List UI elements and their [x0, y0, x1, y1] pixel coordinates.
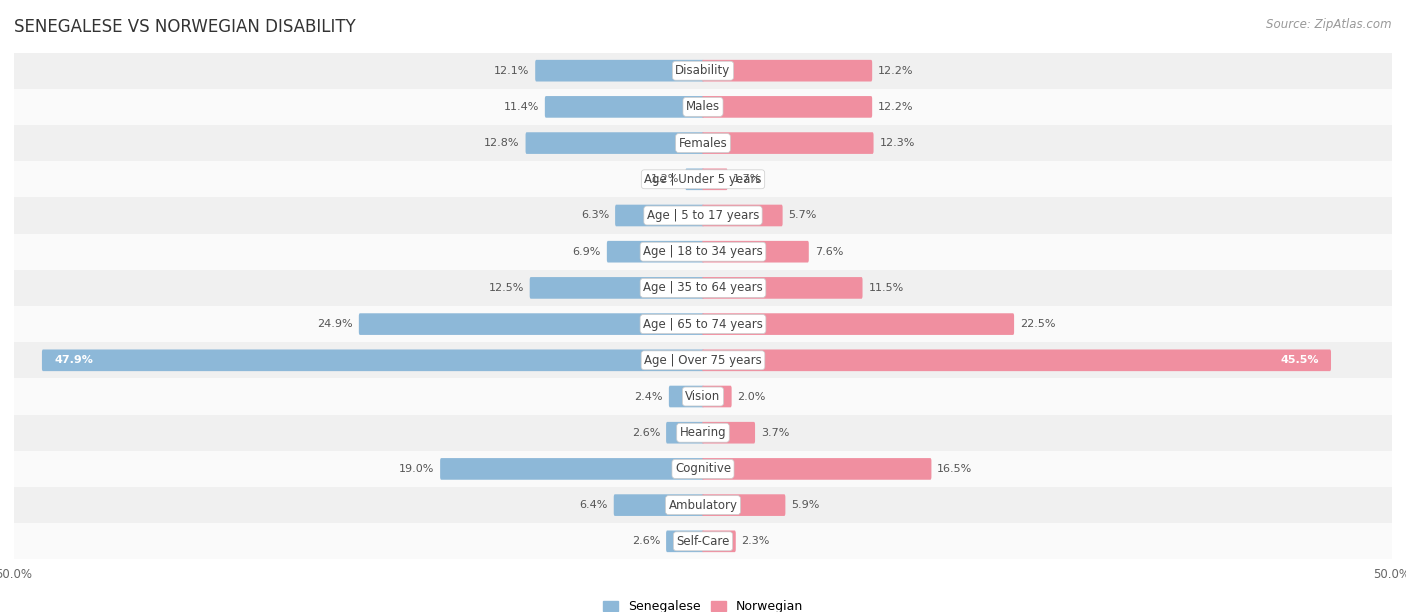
Text: 12.2%: 12.2% [877, 65, 914, 76]
Text: Age | Under 5 years: Age | Under 5 years [644, 173, 762, 186]
Text: Age | 35 to 64 years: Age | 35 to 64 years [643, 282, 763, 294]
FancyBboxPatch shape [14, 451, 1392, 487]
FancyBboxPatch shape [14, 270, 1392, 306]
FancyBboxPatch shape [14, 414, 1392, 451]
Text: 11.4%: 11.4% [503, 102, 538, 112]
Text: 7.6%: 7.6% [814, 247, 844, 256]
FancyBboxPatch shape [702, 96, 872, 118]
FancyBboxPatch shape [666, 531, 704, 552]
Text: Vision: Vision [685, 390, 721, 403]
FancyBboxPatch shape [702, 531, 735, 552]
Text: 16.5%: 16.5% [938, 464, 973, 474]
FancyBboxPatch shape [14, 487, 1392, 523]
Text: 24.9%: 24.9% [318, 319, 353, 329]
Text: Cognitive: Cognitive [675, 463, 731, 476]
Text: Age | Over 75 years: Age | Over 75 years [644, 354, 762, 367]
Text: Disability: Disability [675, 64, 731, 77]
Text: 2.4%: 2.4% [634, 392, 664, 401]
FancyBboxPatch shape [702, 241, 808, 263]
Text: 6.9%: 6.9% [572, 247, 600, 256]
FancyBboxPatch shape [14, 378, 1392, 414]
Text: 2.6%: 2.6% [631, 428, 661, 438]
FancyBboxPatch shape [702, 132, 873, 154]
FancyBboxPatch shape [702, 494, 786, 516]
FancyBboxPatch shape [702, 168, 727, 190]
FancyBboxPatch shape [546, 96, 704, 118]
FancyBboxPatch shape [14, 125, 1392, 161]
FancyBboxPatch shape [440, 458, 704, 480]
FancyBboxPatch shape [685, 168, 704, 190]
FancyBboxPatch shape [530, 277, 704, 299]
Text: 22.5%: 22.5% [1019, 319, 1056, 329]
Text: Self-Care: Self-Care [676, 535, 730, 548]
FancyBboxPatch shape [359, 313, 704, 335]
Text: Males: Males [686, 100, 720, 113]
Text: Females: Females [679, 136, 727, 149]
Text: Age | 18 to 34 years: Age | 18 to 34 years [643, 245, 763, 258]
Text: 6.3%: 6.3% [581, 211, 609, 220]
Text: SENEGALESE VS NORWEGIAN DISABILITY: SENEGALESE VS NORWEGIAN DISABILITY [14, 18, 356, 36]
FancyBboxPatch shape [14, 53, 1392, 89]
Text: 1.7%: 1.7% [734, 174, 762, 184]
Text: 12.2%: 12.2% [877, 102, 914, 112]
Text: Hearing: Hearing [679, 426, 727, 439]
FancyBboxPatch shape [669, 386, 704, 408]
FancyBboxPatch shape [14, 234, 1392, 270]
FancyBboxPatch shape [702, 422, 755, 444]
FancyBboxPatch shape [702, 204, 783, 226]
FancyBboxPatch shape [702, 386, 731, 408]
Text: 12.5%: 12.5% [488, 283, 524, 293]
Text: 3.7%: 3.7% [761, 428, 789, 438]
FancyBboxPatch shape [14, 89, 1392, 125]
Text: 2.6%: 2.6% [631, 536, 661, 547]
Text: Source: ZipAtlas.com: Source: ZipAtlas.com [1267, 18, 1392, 31]
FancyBboxPatch shape [607, 241, 704, 263]
FancyBboxPatch shape [702, 60, 872, 81]
Text: 12.8%: 12.8% [484, 138, 520, 148]
Text: 1.2%: 1.2% [651, 174, 679, 184]
Text: Ambulatory: Ambulatory [668, 499, 738, 512]
FancyBboxPatch shape [702, 349, 1331, 371]
FancyBboxPatch shape [14, 306, 1392, 342]
Text: 47.9%: 47.9% [53, 356, 93, 365]
FancyBboxPatch shape [666, 422, 704, 444]
Text: 45.5%: 45.5% [1281, 356, 1319, 365]
Text: 12.1%: 12.1% [494, 65, 530, 76]
FancyBboxPatch shape [42, 349, 704, 371]
FancyBboxPatch shape [14, 161, 1392, 198]
Text: Age | 65 to 74 years: Age | 65 to 74 years [643, 318, 763, 330]
FancyBboxPatch shape [14, 198, 1392, 234]
FancyBboxPatch shape [526, 132, 704, 154]
Text: 2.3%: 2.3% [741, 536, 770, 547]
FancyBboxPatch shape [14, 342, 1392, 378]
FancyBboxPatch shape [614, 494, 704, 516]
Legend: Senegalese, Norwegian: Senegalese, Norwegian [598, 595, 808, 612]
FancyBboxPatch shape [702, 313, 1014, 335]
Text: 12.3%: 12.3% [879, 138, 915, 148]
FancyBboxPatch shape [14, 523, 1392, 559]
FancyBboxPatch shape [702, 277, 862, 299]
Text: 19.0%: 19.0% [399, 464, 434, 474]
FancyBboxPatch shape [614, 204, 704, 226]
Text: 2.0%: 2.0% [738, 392, 766, 401]
Text: 11.5%: 11.5% [869, 283, 904, 293]
Text: 5.9%: 5.9% [792, 500, 820, 510]
Text: 6.4%: 6.4% [579, 500, 607, 510]
Text: Age | 5 to 17 years: Age | 5 to 17 years [647, 209, 759, 222]
Text: 5.7%: 5.7% [789, 211, 817, 220]
FancyBboxPatch shape [702, 458, 931, 480]
FancyBboxPatch shape [536, 60, 704, 81]
